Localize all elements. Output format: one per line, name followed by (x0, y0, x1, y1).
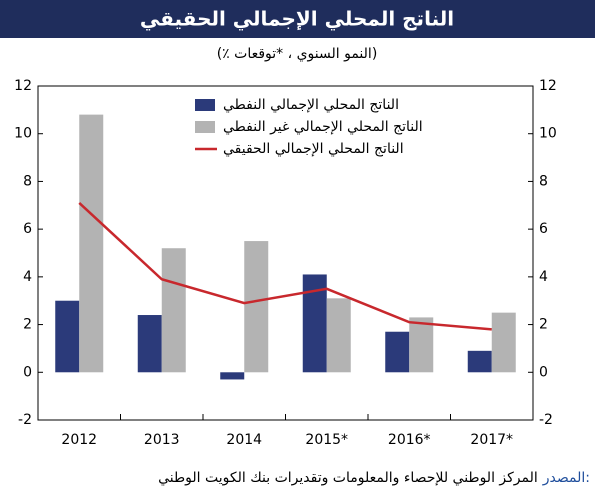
x-tick-label: 2017* (470, 432, 513, 448)
bar (55, 300, 80, 373)
legend-swatch (195, 121, 215, 133)
chart-subtitle: (٪ النمو السنوي ، *توقعات) (217, 46, 378, 62)
y2-tick-label: 4 (539, 269, 548, 285)
y2-tick-label: 0 (539, 364, 548, 380)
bar (467, 350, 492, 373)
source: المركز الوطني للإحصاء والمعلومات وتقديرا… (158, 470, 538, 486)
bar (385, 331, 410, 373)
y-tick-label: 6 (23, 221, 32, 237)
plot-frame (37, 85, 534, 421)
y-tick-label: 2 (23, 317, 32, 333)
bar (161, 248, 186, 373)
x-tick-label: 2013 (144, 432, 180, 448)
y-tick-label: 10 (14, 126, 32, 142)
legend-label: الناتج المحلي الإجمالي النفطي (223, 97, 399, 113)
y2-tick-label: 12 (539, 78, 557, 94)
legend-swatch (195, 99, 215, 111)
x-tick-label: 2014 (226, 432, 262, 448)
y2-tick-label: 8 (539, 173, 548, 189)
y-tick-label: 12 (14, 78, 32, 94)
x-tick-label: 2015* (305, 432, 348, 448)
bar (491, 312, 516, 373)
y2-tick-label: 2 (539, 317, 548, 333)
x-tick-label: 2012 (61, 432, 97, 448)
bar (137, 315, 162, 373)
y2-tick-label: 6 (539, 221, 548, 237)
y2-tick-label: -2 (539, 412, 553, 428)
y2-tick-label: 10 (539, 126, 557, 142)
legend-label: الناتج المحلي الإجمالي غير النفطي (223, 119, 423, 135)
bar (409, 317, 434, 373)
title-bar (0, 0, 595, 38)
line (78, 201, 492, 331)
y-tick-label: 0 (23, 364, 32, 380)
bar (79, 114, 104, 373)
chart-title: الناتج المحلي الإجمالي الحقيقي (140, 7, 454, 32)
source-label: المصدر: (542, 470, 590, 486)
bar (244, 241, 269, 373)
y-tick-label: -2 (18, 412, 32, 428)
y-tick-label: 8 (23, 173, 32, 189)
bar (220, 372, 245, 380)
x-tick-label: 2016* (388, 432, 431, 448)
legend-label: الناتج المحلي الإجمالي الحقيقي (223, 141, 404, 157)
bar (326, 298, 351, 373)
y-tick-label: 4 (23, 269, 32, 285)
